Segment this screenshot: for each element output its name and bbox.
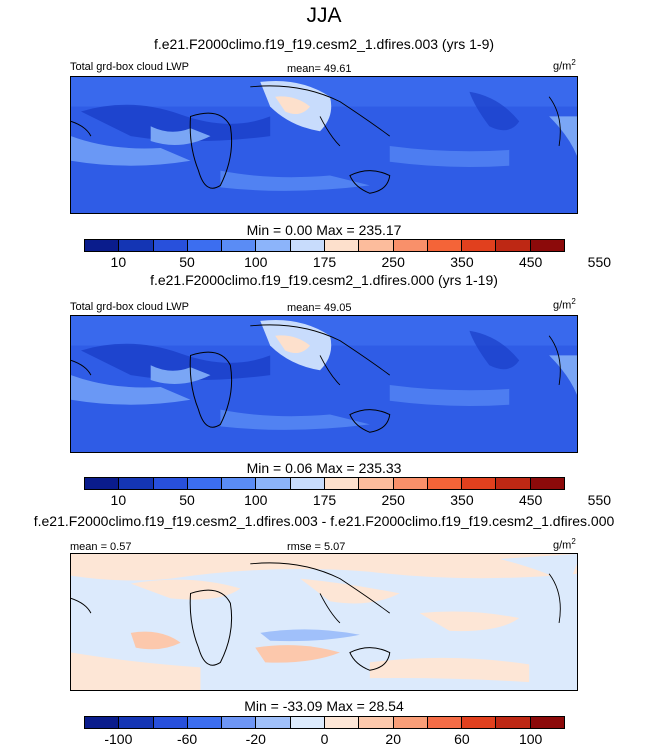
panel1-colorbar-swatch (496, 240, 531, 251)
panel1-colorbar-swatch (290, 240, 325, 251)
panel1-colorbar-tick-label: 50 (179, 254, 195, 270)
panel1-colorbar-tick-label: 10 (110, 254, 127, 270)
panel3-colorbar-tick-label: -100 (104, 731, 133, 747)
panel1-colorbar-tick-label: 450 (518, 254, 543, 270)
panel1-colorbar (84, 239, 565, 252)
panel2-colorbar-swatch (153, 478, 188, 489)
panel3-rmse: rmse = 5.07 (287, 541, 346, 553)
panel3-title: f.e21.F2000climo.f19_f19.cesm2_1.dfires.… (33, 513, 615, 529)
panel1-colorbar-swatch (153, 240, 188, 251)
panel1-map (70, 76, 578, 214)
panel2-mean: mean= 49.05 (287, 302, 352, 314)
panel2-colorbar-swatch (393, 478, 428, 489)
panel3-colorbar-ticks: -100 -60 -20 0 20 60 100 (84, 731, 565, 747)
panel1-colorbar-tick-label: 350 (450, 254, 474, 270)
panel3-colorbar-swatch (256, 717, 291, 728)
panel1-minmax: Min = 0.00 Max = 235.17 (246, 222, 402, 238)
panel3-unit: g/m2 (553, 537, 576, 552)
panel2-colorbar-swatch (290, 478, 325, 489)
panel3-colorbar-tick-label: 60 (454, 731, 470, 747)
panel1-colorbar-ticks: 10 50 100 175 250 350 450 550 (84, 254, 611, 270)
panel3-colorbar (84, 716, 565, 729)
panel1-colorbar-swatch (393, 240, 428, 251)
panel2-colorbar-tick-label: 250 (381, 492, 405, 508)
panel2-colorbar-swatch (359, 478, 394, 489)
panel2-colorbar (84, 477, 565, 490)
panel2-colorbar-tick-label: 50 (179, 492, 195, 508)
panel1-colorbar-swatch (462, 240, 497, 251)
panel3-colorbar-tick-label: -20 (245, 731, 266, 747)
panel3-map (70, 553, 578, 691)
panel1-colorbar-swatch (85, 240, 120, 251)
panel3-colorbar-swatch (462, 717, 497, 728)
panel1-colorbar-swatch (256, 240, 291, 251)
panel2-colorbar-swatch (187, 478, 223, 489)
panel1-colorbar-swatch (222, 240, 257, 251)
panel2-colorbar-tick-label: 550 (587, 492, 612, 508)
panel3-mean: mean = 0.57 (70, 541, 132, 553)
panel2-unit: g/m2 (553, 297, 576, 312)
panel3-colorbar-tick-label: -60 (176, 731, 198, 747)
panel2-colorbar-swatch (119, 478, 154, 489)
panel2-colorbar-tick-label: 10 (110, 492, 127, 508)
panel2-colorbar-swatch (256, 478, 291, 489)
panel3-colorbar-swatch (427, 717, 463, 728)
panel2-colorbar-swatch (324, 478, 360, 489)
panel2-colorbar-tick-label: 450 (518, 492, 543, 508)
panel1-colorbar-tick-label: 100 (244, 254, 268, 270)
panel2-colorbar-ticks: 10 50 100 175 250 350 450 550 (84, 492, 611, 508)
panel1-unit: g/m2 (553, 58, 576, 73)
panel2-map (70, 315, 578, 453)
panel2-minmax: Min = 0.06 Max = 235.33 (246, 460, 402, 476)
panel2-field-label: Total grd-box cloud LWP (70, 301, 190, 313)
season-title: JJA (306, 4, 342, 27)
panel3-colorbar-swatch (290, 717, 325, 728)
panel1-colorbar-swatch (427, 240, 463, 251)
panel1-mean: mean= 49.61 (287, 63, 352, 75)
panel2-colorbar-swatch (496, 478, 531, 489)
panel1-colorbar-swatch (119, 240, 154, 251)
panel3-colorbar-swatch (496, 717, 531, 728)
panel3-colorbar-swatch (530, 717, 564, 728)
panel1-colorbar-swatch (530, 240, 564, 251)
panel3-colorbar-swatch (119, 717, 154, 728)
panel2-colorbar-swatch (427, 478, 463, 489)
panel3-minmax: Min = -33.09 Max = 28.54 (244, 698, 404, 714)
panel2-colorbar-swatch (85, 478, 120, 489)
panel2-colorbar-swatch (530, 478, 564, 489)
panel1-colorbar-swatch (324, 240, 360, 251)
panel2-colorbar-tick-label: 100 (244, 492, 268, 508)
panel1-colorbar-tick-label: 175 (312, 254, 337, 270)
panel3-colorbar-swatch (187, 717, 223, 728)
panel2-colorbar-swatch (222, 478, 257, 489)
panel3-colorbar-tick-label: 0 (320, 731, 329, 747)
panel3-colorbar-swatch (359, 717, 394, 728)
panel2-title: f.e21.F2000climo.f19_f19.cesm2_1.dfires.… (150, 272, 498, 288)
panel3-colorbar-tick-label: 100 (518, 731, 543, 747)
panel3-colorbar-swatch (324, 717, 360, 728)
panel1-colorbar-tick-label: 550 (587, 254, 612, 270)
panel2-colorbar-tick-label: 175 (312, 492, 337, 508)
panel1-colorbar-tick-label: 250 (381, 254, 405, 270)
panel1-colorbar-swatch (187, 240, 223, 251)
panel3-colorbar-swatch (85, 717, 120, 728)
panel2-colorbar-swatch (462, 478, 497, 489)
panel1-title: f.e21.F2000climo.f19_f19.cesm2_1.dfires.… (153, 36, 495, 52)
panel3-colorbar-swatch (393, 717, 428, 728)
panel3-colorbar-tick-label: 20 (385, 731, 401, 747)
panel3-colorbar-swatch (222, 717, 257, 728)
panel1-field-label: Total grd-box cloud LWP (70, 61, 190, 73)
panel2-colorbar-tick-label: 350 (450, 492, 474, 508)
panel3-colorbar-swatch (153, 717, 188, 728)
panel1-colorbar-swatch (359, 240, 394, 251)
